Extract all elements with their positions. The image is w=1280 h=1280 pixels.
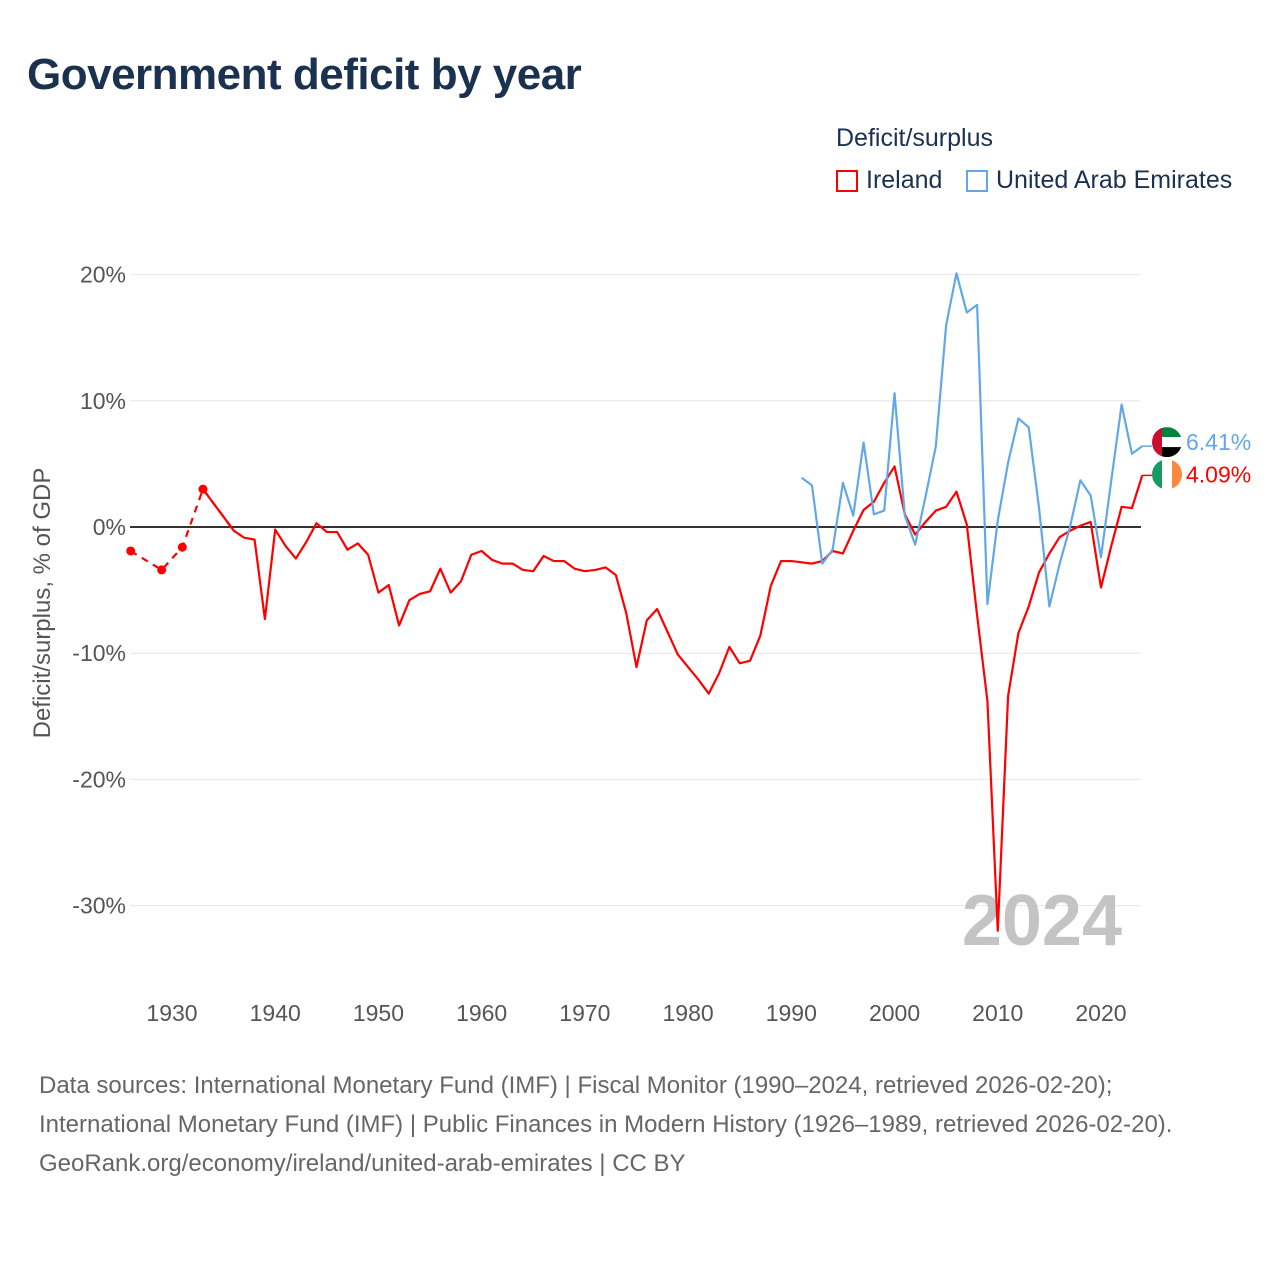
- x-tick-label: 1950: [353, 1000, 404, 1026]
- uae-line: [800, 272, 1143, 608]
- y-tick-label: -10%: [72, 640, 126, 666]
- y-tick-label: 0%: [93, 514, 126, 540]
- x-tick-label: 2010: [972, 1000, 1023, 1026]
- flag-stripe: [1152, 437, 1182, 448]
- x-tick-label: 1970: [559, 1000, 610, 1026]
- legend-item-ireland[interactable]: Ireland: [836, 166, 942, 195]
- ireland-end-label: 4.09%: [1186, 461, 1251, 487]
- ireland-dashed-line: [130, 486, 235, 572]
- uae-end-label: 6.41%: [1186, 429, 1251, 455]
- x-tick-label: 1940: [250, 1000, 301, 1026]
- legend-swatch-ireland: [836, 169, 858, 192]
- legend-label: United Arab Emirates: [996, 166, 1233, 194]
- sources-text: Data sources: International Monetary Fun…: [39, 1072, 1173, 1138]
- legend-swatch-uae: [966, 169, 988, 192]
- ireland-data-point: [157, 565, 167, 575]
- uae-flag-icon: [1152, 427, 1182, 458]
- flag-stripe: [1152, 427, 1162, 458]
- chart-title: Government deficit by year: [27, 50, 582, 99]
- ireland-flag-icon: [1152, 459, 1182, 490]
- x-tick-label: 2000: [869, 1000, 920, 1026]
- x-tick-label: 1960: [456, 1000, 507, 1026]
- y-tick-label: -30%: [72, 893, 126, 919]
- sources: Data sources: International Monetary Fun…: [39, 1066, 1239, 1183]
- x-tick-label: 1980: [663, 1000, 714, 1026]
- ireland-line: [202, 465, 1144, 932]
- x-tick-label: 2020: [1075, 1000, 1126, 1026]
- flag-stripe: [1172, 459, 1182, 490]
- x-tick-label: 1930: [146, 1000, 197, 1026]
- flag-stripe: [1152, 447, 1182, 458]
- y-axis-label: Deficit/surplus, % of GDP: [29, 468, 56, 739]
- ireland-data-point: [177, 542, 187, 552]
- legend-item-uae[interactable]: United Arab Emirates: [966, 166, 1232, 195]
- flag-stripe: [1152, 459, 1162, 490]
- flag-stripe: [1152, 427, 1182, 438]
- line-chart: 20% 10% 0% -10% -20% -30% 1930 1940 1950 1960 1970…: [29, 262, 1251, 1026]
- legend-title: Deficit/surplus: [836, 124, 993, 152]
- y-tick-label: 10%: [80, 388, 126, 414]
- year-watermark: 2024: [962, 881, 1122, 961]
- y-tick-label: -20%: [72, 766, 126, 792]
- legend-label: Ireland: [866, 166, 943, 194]
- x-tick-label: 1990: [766, 1000, 817, 1026]
- flag-stripe: [1162, 459, 1172, 490]
- y-tick-label: 20%: [80, 262, 126, 288]
- ireland-data-point: [126, 546, 136, 556]
- attribution-link[interactable]: GeoRank.org/economy/ireland/united-arab-…: [39, 1150, 686, 1177]
